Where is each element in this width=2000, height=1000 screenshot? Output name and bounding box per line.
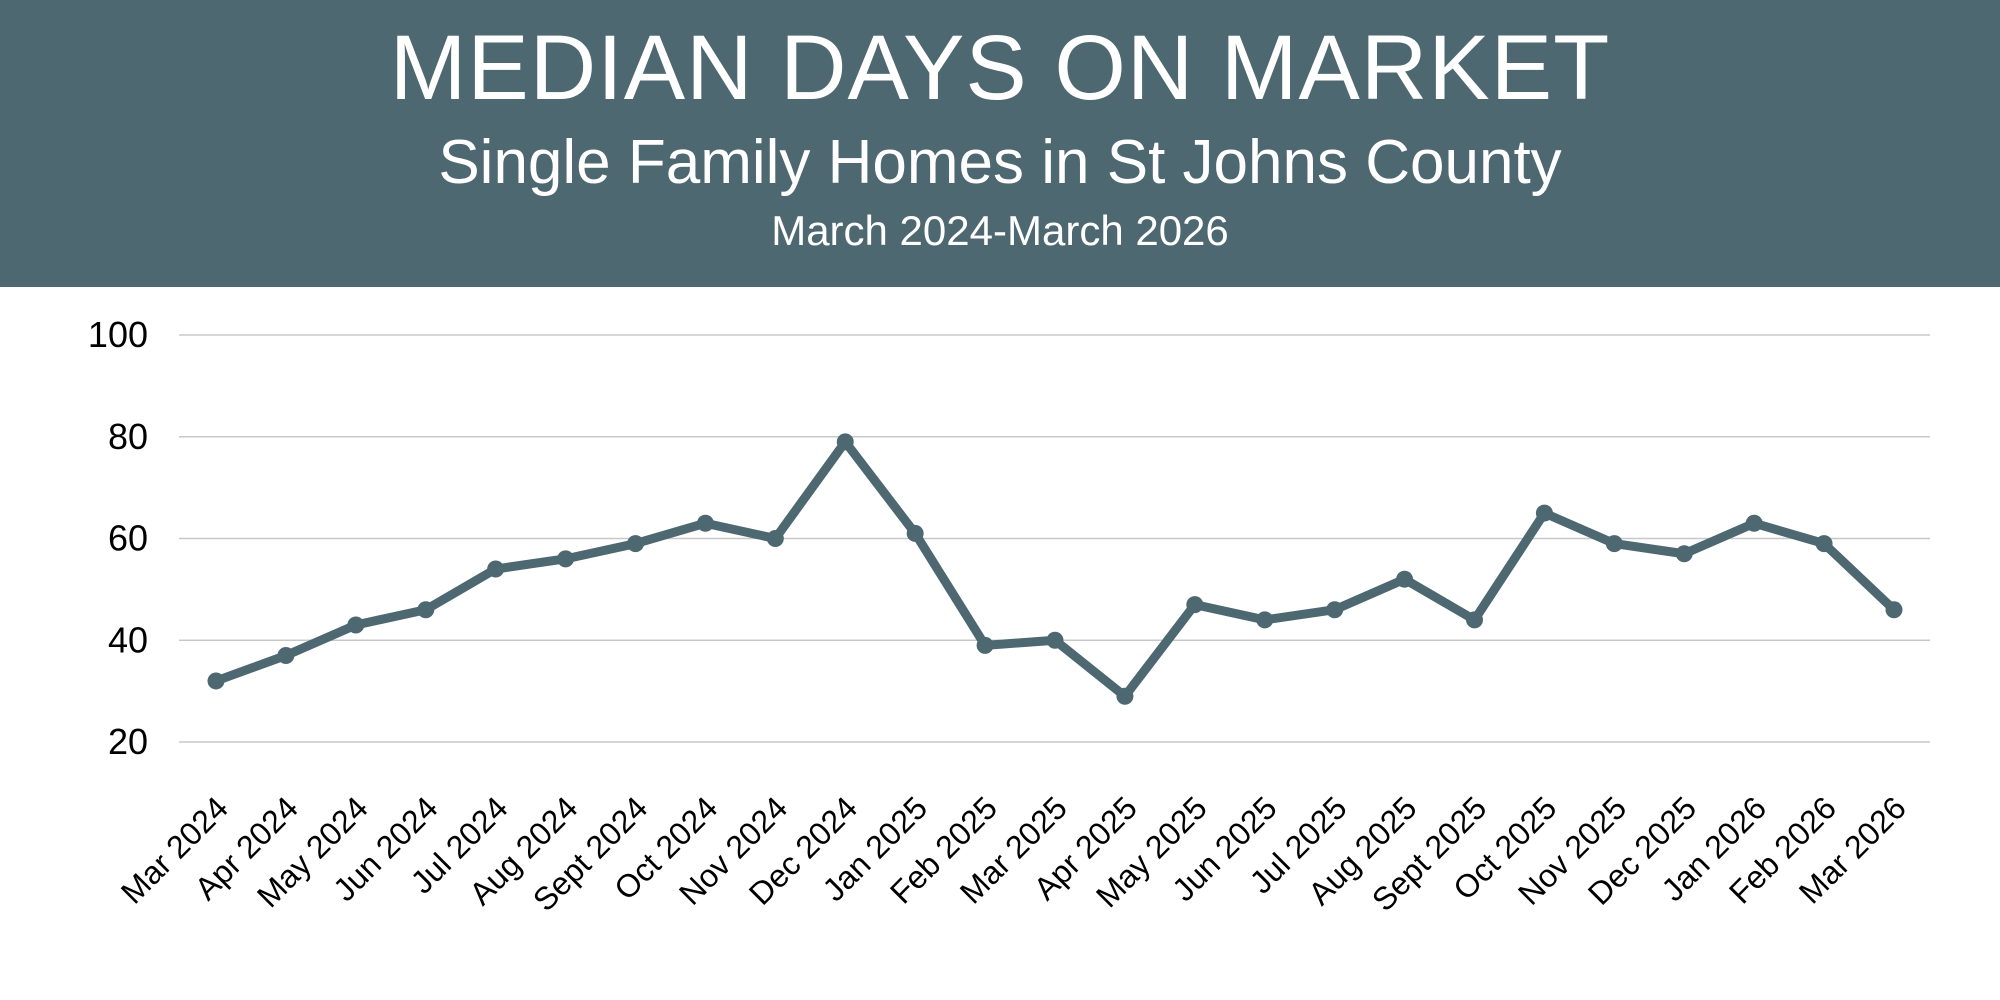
data-point <box>277 647 295 665</box>
data-point <box>1535 504 1553 522</box>
chart-title: MEDIAN DAYS ON MARKET <box>389 17 1611 119</box>
data-point <box>557 550 575 568</box>
data-point <box>347 616 365 634</box>
chart-date-range: March 2024-March 2026 <box>771 207 1229 254</box>
series-line <box>214 437 1898 701</box>
data-point <box>207 672 225 690</box>
data-point <box>1675 545 1693 563</box>
data-point <box>487 560 505 578</box>
y-tick-label: 20 <box>108 721 148 762</box>
data-point <box>1745 514 1763 532</box>
y-tick-label: 80 <box>108 416 148 457</box>
chart-subtitle: Single Family Homes in St Johns County <box>438 128 1562 197</box>
data-point <box>976 636 994 654</box>
data-point <box>1396 570 1414 588</box>
data-point <box>417 601 435 619</box>
y-tick-label: 60 <box>108 518 148 559</box>
data-point <box>696 514 714 532</box>
data-point <box>1885 601 1903 619</box>
data-point <box>1116 687 1134 705</box>
chart-header: MEDIAN DAYS ON MARKET Single Family Home… <box>0 0 2000 287</box>
data-point <box>1466 611 1483 629</box>
data-point <box>766 530 784 547</box>
data-point <box>1256 611 1274 629</box>
data-point <box>627 535 644 553</box>
data-point <box>1326 601 1344 619</box>
data-point <box>1046 631 1064 649</box>
y-tick-label: 100 <box>88 314 148 355</box>
data-point <box>1605 535 1623 553</box>
data-point <box>1815 535 1833 553</box>
data-point <box>906 524 924 542</box>
data-point <box>1186 596 1204 614</box>
data-point <box>836 433 854 451</box>
y-tick-label: 40 <box>108 619 148 660</box>
